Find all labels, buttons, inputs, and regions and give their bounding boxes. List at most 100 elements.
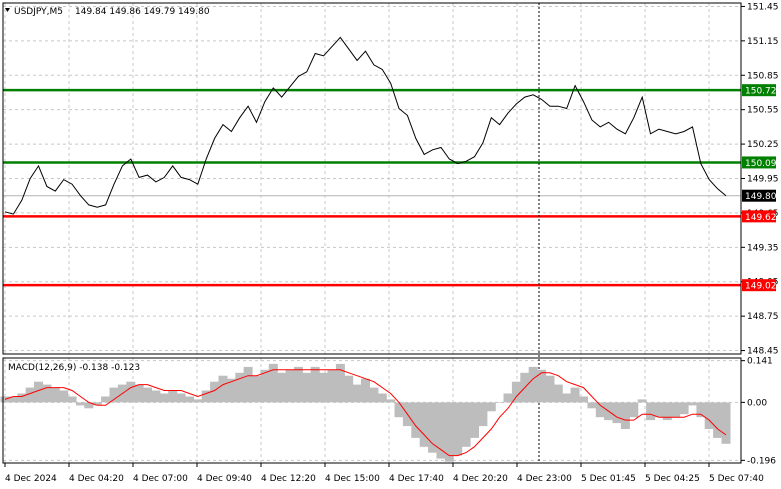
macd-histogram-bar bbox=[25, 387, 35, 403]
macd-histogram-bar bbox=[570, 387, 580, 403]
macd-histogram-bar bbox=[109, 387, 119, 403]
macd-histogram-bar bbox=[151, 390, 161, 403]
level-badge bbox=[742, 84, 776, 97]
macd-histogram-bar bbox=[344, 375, 354, 403]
macd-histogram-bar bbox=[595, 402, 605, 418]
macd-histogram-bar bbox=[637, 399, 647, 403]
price-tick-label: 149.95 bbox=[747, 175, 779, 185]
macd-histogram-bar bbox=[168, 390, 178, 403]
time-tick-label: 4 Dec 20:20 bbox=[453, 474, 508, 484]
time-tick-label: 4 Dec 2024 bbox=[5, 474, 57, 484]
macd-histogram-bar bbox=[612, 402, 622, 424]
macd-histogram-bar bbox=[285, 369, 295, 403]
macd-histogram-bar bbox=[159, 393, 169, 403]
macd-histogram-bar bbox=[17, 393, 27, 403]
macd-histogram-bar bbox=[252, 375, 261, 403]
macd-histogram-bar bbox=[688, 402, 697, 406]
macd-histogram-bar bbox=[143, 387, 152, 403]
macd-histogram-bar bbox=[277, 372, 287, 403]
macd-histogram-bar bbox=[176, 393, 186, 403]
macd-histogram-bar bbox=[654, 402, 664, 418]
macd-histogram-bar bbox=[486, 402, 496, 412]
level-badge-label: 149.62 bbox=[745, 213, 777, 223]
level-lines bbox=[3, 88, 741, 287]
macd-histogram-bar bbox=[201, 390, 211, 403]
macd-histogram-bar bbox=[696, 402, 706, 418]
level-badge bbox=[742, 279, 776, 292]
symbol-label: USDJPY,M5 bbox=[14, 7, 63, 17]
macd-histogram-bar bbox=[335, 363, 345, 403]
time-tick-label: 4 Dec 23:00 bbox=[517, 474, 572, 484]
current-price-badge bbox=[742, 189, 776, 202]
price-tick-label: 148.45 bbox=[747, 347, 779, 357]
macd-histogram-bar bbox=[562, 393, 572, 403]
macd-histogram-bar bbox=[428, 402, 438, 453]
macd-histogram-bar bbox=[327, 369, 337, 403]
macd-histogram-bar bbox=[411, 402, 421, 438]
macd-histogram-bar bbox=[319, 372, 329, 403]
macd-histogram-bar bbox=[587, 402, 597, 409]
macd-histogram-bar bbox=[310, 366, 320, 403]
price-tick-label: 150.25 bbox=[747, 140, 779, 150]
price-axis: 151.45 151.15 150.85 150.55 150.25 149.95 149.… bbox=[741, 2, 779, 357]
time-tick-label: 5 Dec 07:40 bbox=[709, 474, 764, 484]
macd-histogram-bar bbox=[134, 384, 144, 403]
macd-tick-label: 0.141 bbox=[747, 357, 773, 367]
macd-histogram-bar bbox=[386, 399, 396, 403]
macd-histogram-bar bbox=[42, 384, 52, 403]
level-badge-label: 149.02 bbox=[745, 282, 777, 292]
dropdown-triangle-icon[interactable] bbox=[5, 8, 10, 12]
macd-histogram-bar bbox=[243, 366, 253, 403]
price-tick-label: 151.45 bbox=[747, 2, 779, 12]
time-tick-label: 4 Dec 09:40 bbox=[197, 474, 252, 484]
macd-histogram-bar bbox=[495, 402, 505, 403]
macd-tick-label: -0.196 bbox=[747, 456, 776, 466]
macd-histogram-bar bbox=[511, 381, 521, 403]
macd-histogram-bar bbox=[369, 387, 379, 403]
macd-histogram-bar bbox=[361, 378, 370, 403]
macd-histogram-bar bbox=[620, 402, 630, 429]
macd-histogram-bar bbox=[528, 366, 538, 403]
macd-histogram-bar bbox=[537, 369, 547, 403]
time-tick-label: 4 Dec 17:40 bbox=[389, 474, 444, 484]
level-badge-label: 150.09 bbox=[745, 159, 777, 169]
macd-histogram-bar bbox=[218, 375, 228, 403]
macd-histogram-bar bbox=[84, 402, 94, 409]
price-tick-label: 150.55 bbox=[747, 106, 779, 116]
macd-histogram-bar bbox=[553, 384, 563, 403]
macd-histogram-bar bbox=[679, 402, 689, 415]
current-price-label: 149.80 bbox=[745, 192, 777, 202]
macd-histogram-bar bbox=[579, 396, 588, 403]
macd-histogram-bar bbox=[302, 372, 312, 403]
time-tick-label: 4 Dec 15:00 bbox=[325, 474, 380, 484]
ohlc-label: 149.84 149.86 149.79 149.80 bbox=[75, 7, 210, 17]
macd-histogram-bar bbox=[101, 396, 111, 403]
level-badge bbox=[742, 210, 776, 223]
price-tick-label: 151.15 bbox=[747, 37, 779, 47]
macd-histogram-bar bbox=[503, 393, 513, 403]
macd-histogram-bar bbox=[721, 402, 731, 444]
price-line bbox=[4, 36, 727, 215]
macd-histogram-bar bbox=[713, 402, 723, 438]
macd-axis: 0.141 0.00 -0.196 bbox=[741, 357, 776, 466]
macd-panel-border bbox=[2, 357, 742, 464]
price-tick-label: 149.35 bbox=[747, 243, 779, 253]
macd-histogram-bar bbox=[461, 402, 471, 447]
macd-histogram-bar bbox=[419, 402, 429, 447]
macd-histogram-bar bbox=[293, 366, 303, 403]
macd-histogram-bar bbox=[0, 396, 10, 403]
macd-histogram-bar bbox=[629, 402, 639, 418]
macd-histogram-bar bbox=[50, 387, 60, 403]
macd-label: MACD(12,26,9) -0.138 -0.123 bbox=[8, 363, 140, 373]
price-tick-label: 148.75 bbox=[747, 312, 779, 322]
macd-histogram-bar bbox=[268, 363, 278, 403]
macd-histogram-bar bbox=[76, 402, 85, 406]
price-tick-label: 150.85 bbox=[747, 71, 779, 81]
level-badge-label: 150.72 bbox=[745, 87, 777, 97]
macd-histogram-bar bbox=[444, 402, 454, 462]
macd-histogram-bar bbox=[126, 381, 136, 403]
macd-panel bbox=[0, 363, 731, 462]
macd-histogram-bar bbox=[8, 396, 18, 403]
time-tick-label: 5 Dec 01:45 bbox=[581, 474, 636, 484]
